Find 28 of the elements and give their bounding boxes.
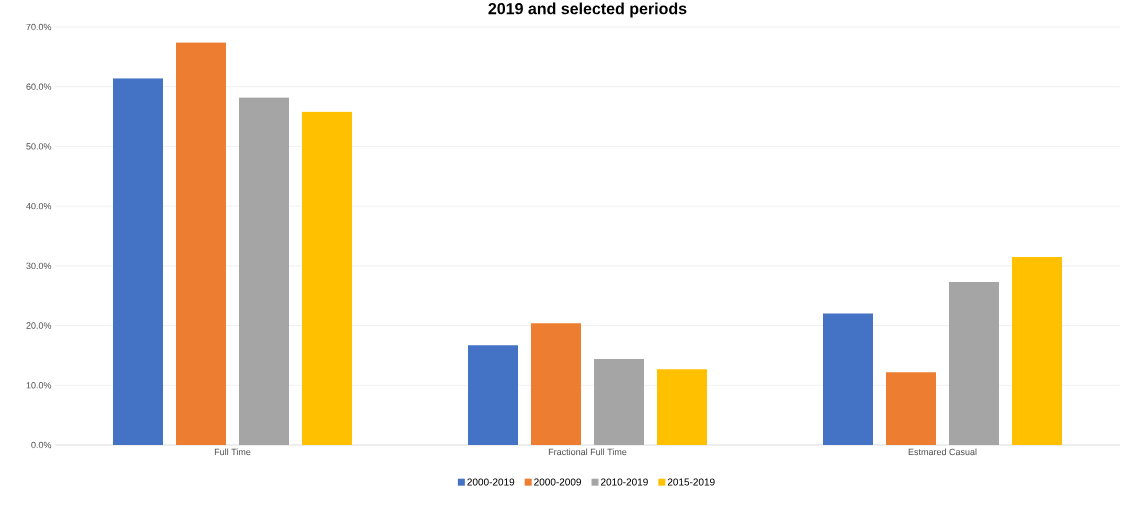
x-tick-label: Fractional Full Time — [548, 448, 627, 456]
y-tick-label: 50.0% — [26, 143, 52, 150]
y-tick-label: 40.0% — [26, 202, 52, 210]
legend-label: 2015-2019 — [667, 478, 715, 486]
bar — [239, 97, 290, 445]
x-tick-label: Full Time — [214, 448, 251, 456]
x-tick-label: Estmared Casual — [908, 448, 977, 456]
bar — [657, 369, 707, 445]
bar — [531, 323, 581, 445]
bar — [113, 78, 164, 445]
bar — [1011, 256, 1062, 445]
bar — [302, 111, 353, 445]
y-tick-label: 60.0% — [26, 83, 52, 90]
bar — [468, 345, 518, 445]
legend-label: 2000-2019 — [467, 478, 515, 486]
bar — [822, 313, 873, 445]
y-tick-label: 70.0% — [26, 23, 52, 31]
y-tick-label: 0.0% — [31, 441, 52, 449]
bar — [176, 42, 227, 445]
legend-label: 2010-2019 — [601, 478, 648, 486]
bar — [594, 359, 644, 445]
y-tick-label: 30.0% — [26, 262, 52, 270]
y-tick-label: 10.0% — [26, 382, 52, 389]
bar — [948, 281, 999, 445]
legend-label: 2000-2009 — [534, 478, 582, 486]
chart-title: 2019 and selected periods — [488, 2, 687, 18]
y-tick-label: 20.0% — [26, 322, 52, 329]
bar — [885, 372, 936, 445]
